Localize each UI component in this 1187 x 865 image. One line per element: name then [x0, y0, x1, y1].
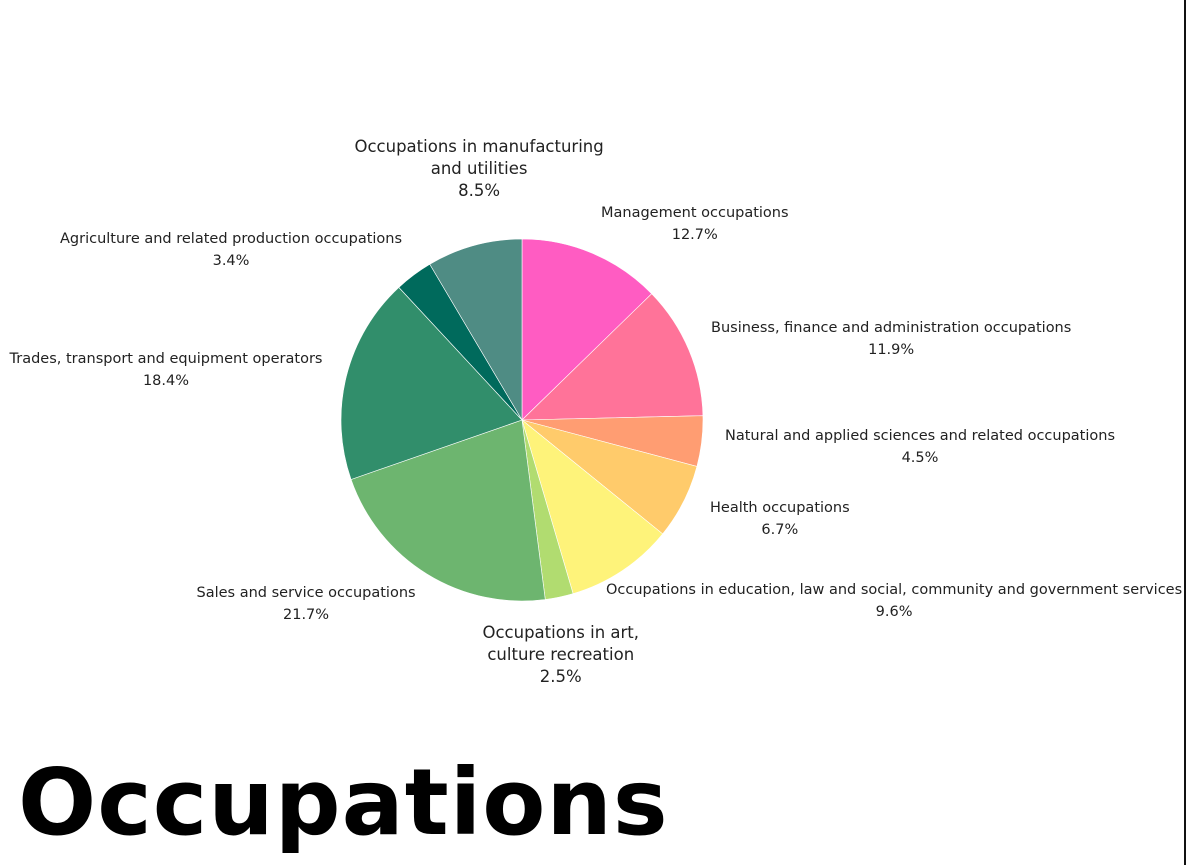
slice-label-3: Health occupations 6.7%: [710, 497, 850, 541]
pie-slice-0: [521, 238, 653, 421]
slice-percent: 18.4%: [142, 373, 190, 389]
slice-label-text: and utilities: [430, 159, 528, 178]
slice-label-9: Occupations in manufacturing and utilitie…: [355, 136, 604, 202]
slice-label-text: Occupations in education, law and social…: [606, 582, 1183, 598]
slice-label-text: Occupations in manufacturing: [354, 137, 604, 156]
slice-label-text: Management occupations: [601, 205, 789, 221]
page-right-border: [1184, 0, 1186, 865]
slice-label-text: Sales and service occupations: [196, 585, 416, 601]
slice-label-8: Agriculture and related production occup…: [60, 228, 402, 272]
slice-percent: 4.5%: [901, 450, 939, 466]
slice-percent: 11.9%: [868, 342, 915, 358]
slice-label-6: Sales and service occupations 21.7%: [197, 582, 416, 626]
slice-label-2: Natural and applied sciences and related…: [725, 425, 1115, 469]
slice-label-5: Occupations in art, culture recreation 2.5…: [483, 622, 640, 688]
slice-percent: 21.7%: [283, 607, 330, 623]
slice-percent: 12.7%: [671, 227, 718, 243]
slice-label-0: Management occupations 12.7%: [601, 202, 789, 246]
slice-percent: 6.7%: [761, 522, 799, 538]
pie-slice-7: [340, 286, 523, 480]
slice-label-7: Trades, transport and equipment operator…: [10, 348, 323, 392]
slice-label-4: Occupations in education, law and social…: [606, 579, 1182, 623]
slice-label-text: Agriculture and related production occup…: [60, 231, 403, 247]
slice-label-text: Natural and applied sciences and related…: [725, 428, 1115, 444]
pie-slice-9: [429, 238, 523, 422]
slice-label-1: Business, finance and administration occ…: [711, 317, 1071, 361]
pie-slices: [340, 238, 704, 602]
pie-slice-4: [521, 419, 664, 595]
pie-slice-6: [350, 419, 546, 602]
pie-slice-1: [521, 293, 704, 421]
slice-label-text: Business, finance and administration occ…: [711, 320, 1072, 336]
slice-percent: 3.4%: [212, 253, 250, 269]
page-title: Occupations: [18, 749, 669, 856]
slice-percent: 2.5%: [539, 667, 582, 686]
slice-percent: 8.5%: [458, 181, 501, 200]
slice-label-text: Trades, transport and equipment operator…: [9, 351, 323, 367]
slice-label-text: culture recreation: [487, 645, 635, 664]
slice-label-text: Health occupations: [710, 500, 850, 516]
slice-label-text: Occupations in art,: [482, 623, 640, 642]
slice-percent: 9.6%: [875, 604, 913, 620]
